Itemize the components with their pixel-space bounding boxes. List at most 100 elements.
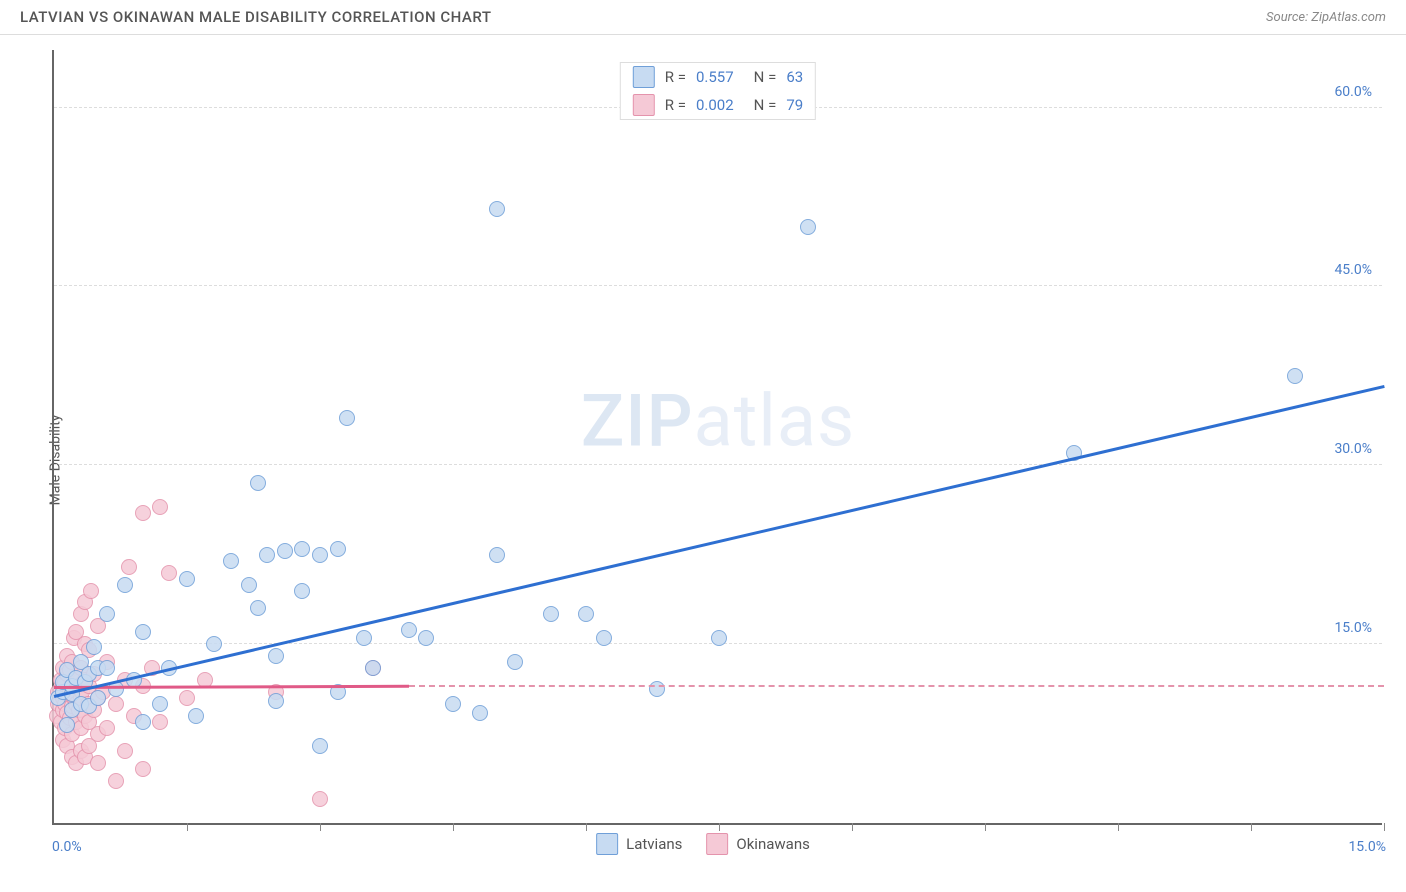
chart-source: Source: ZipAtlas.com xyxy=(1266,10,1386,25)
data-point-latvians xyxy=(268,648,284,664)
data-point-latvians xyxy=(223,553,239,569)
legend-row-okinawans: R = 0.002 N = 79 xyxy=(621,91,815,119)
data-point-latvians xyxy=(179,571,195,587)
data-point-latvians xyxy=(1287,368,1303,384)
data-point-latvians xyxy=(99,660,115,676)
data-point-latvians xyxy=(294,541,310,557)
data-point-latvians xyxy=(135,714,151,730)
data-point-latvians xyxy=(250,600,266,616)
data-point-latvians xyxy=(711,630,727,646)
x-tick xyxy=(719,823,720,831)
y-tick-label: 45.0% xyxy=(1330,262,1372,278)
data-point-latvians xyxy=(152,696,168,712)
x-tick xyxy=(1118,823,1119,831)
data-point-latvians xyxy=(472,705,488,721)
n-value-okinawans: 79 xyxy=(786,96,803,114)
data-point-latvians xyxy=(365,660,381,676)
r-label: R = xyxy=(665,96,686,114)
swatch-latvians xyxy=(596,833,618,855)
data-point-latvians xyxy=(294,583,310,599)
data-point-latvians xyxy=(356,630,372,646)
x-axis-max-label: 15.0% xyxy=(1348,839,1386,855)
legend-item-okinawans: Okinawans xyxy=(706,833,809,855)
plot-region: ZIPatlas R = 0.557 N = 63 R = 0.002 N = … xyxy=(52,50,1382,825)
x-tick xyxy=(586,823,587,831)
data-point-latvians xyxy=(86,639,102,655)
data-point-latvians xyxy=(250,475,266,491)
r-label: R = xyxy=(665,68,686,86)
x-tick xyxy=(1251,823,1252,831)
data-point-latvians xyxy=(135,624,151,640)
legend-row-latvians: R = 0.557 N = 63 xyxy=(621,63,815,91)
regression-line-okinawans xyxy=(54,685,409,689)
data-point-okinawans xyxy=(312,791,328,807)
x-axis-origin-label: 0.0% xyxy=(52,839,82,855)
x-tick xyxy=(187,823,188,831)
data-point-latvians xyxy=(330,541,346,557)
x-tick xyxy=(320,823,321,831)
data-point-latvians xyxy=(117,577,133,593)
data-point-latvians xyxy=(312,547,328,563)
swatch-okinawans xyxy=(633,94,655,116)
data-point-okinawans xyxy=(83,583,99,599)
correlation-legend: R = 0.557 N = 63 R = 0.002 N = 79 xyxy=(620,62,816,120)
regression-line-latvians xyxy=(54,385,1385,697)
data-point-latvians xyxy=(99,606,115,622)
data-point-okinawans xyxy=(90,755,106,771)
data-point-latvians xyxy=(649,681,665,697)
data-point-okinawans xyxy=(152,714,168,730)
data-point-okinawans xyxy=(179,690,195,706)
data-point-latvians xyxy=(445,696,461,712)
data-point-latvians xyxy=(59,717,75,733)
data-point-latvians xyxy=(339,410,355,426)
swatch-latvians xyxy=(633,66,655,88)
data-point-okinawans xyxy=(135,761,151,777)
gridline xyxy=(54,464,1382,465)
data-point-okinawans xyxy=(161,565,177,581)
data-point-latvians xyxy=(206,636,222,652)
data-point-okinawans xyxy=(99,720,115,736)
data-point-okinawans xyxy=(108,773,124,789)
data-point-latvians xyxy=(188,708,204,724)
r-value-latvians: 0.557 xyxy=(696,68,734,86)
data-point-latvians xyxy=(489,201,505,217)
data-point-latvians xyxy=(268,693,284,709)
series-legend: Latvians Okinawans xyxy=(590,831,816,857)
data-point-latvians xyxy=(543,606,559,622)
data-point-latvians xyxy=(507,654,523,670)
regression-dash-okinawans xyxy=(409,685,1384,687)
data-point-okinawans xyxy=(108,696,124,712)
data-point-latvians xyxy=(401,622,417,638)
y-tick-label: 30.0% xyxy=(1330,441,1372,457)
gridline xyxy=(54,285,1382,286)
legend-label-latvians: Latvians xyxy=(626,835,682,853)
x-tick xyxy=(453,823,454,831)
y-tick-label: 60.0% xyxy=(1330,84,1372,100)
r-value-okinawans: 0.002 xyxy=(696,96,734,114)
data-point-latvians xyxy=(312,738,328,754)
x-tick xyxy=(852,823,853,831)
data-point-latvians xyxy=(241,577,257,593)
data-point-latvians xyxy=(578,606,594,622)
x-tick xyxy=(1384,823,1385,831)
y-tick-label: 15.0% xyxy=(1330,620,1372,636)
data-point-okinawans xyxy=(152,499,168,515)
n-value-latvians: 63 xyxy=(786,68,803,86)
chart-title: LATVIAN VS OKINAWAN MALE DISABILITY CORR… xyxy=(20,8,491,26)
data-point-okinawans xyxy=(117,743,133,759)
data-point-latvians xyxy=(596,630,612,646)
data-point-latvians xyxy=(418,630,434,646)
watermark: ZIPatlas xyxy=(581,379,855,464)
chart-header: LATVIAN VS OKINAWAN MALE DISABILITY CORR… xyxy=(0,0,1406,35)
legend-item-latvians: Latvians xyxy=(596,833,682,855)
swatch-okinawans xyxy=(706,833,728,855)
data-point-latvians xyxy=(90,690,106,706)
x-tick xyxy=(985,823,986,831)
data-point-latvians xyxy=(259,547,275,563)
n-label: N = xyxy=(754,96,777,114)
chart-area: Male Disability ZIPatlas R = 0.557 N = 6… xyxy=(0,35,1406,885)
data-point-latvians xyxy=(277,543,293,559)
data-point-latvians xyxy=(800,219,816,235)
data-point-okinawans xyxy=(135,505,151,521)
legend-label-okinawans: Okinawans xyxy=(736,835,809,853)
